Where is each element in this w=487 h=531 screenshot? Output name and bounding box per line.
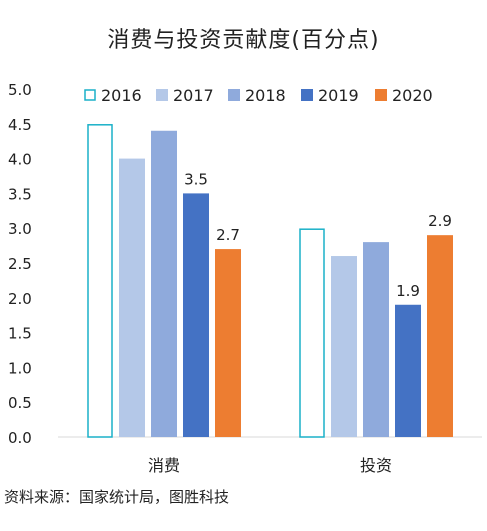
bar-2019-1 <box>395 304 421 437</box>
y-tick-label: 3.0 <box>8 220 32 238</box>
category-label: 消费 <box>148 456 180 475</box>
bar-2019-0 <box>183 193 209 437</box>
bar-2020-0 <box>215 249 241 437</box>
y-tick-label: 1.5 <box>8 325 32 343</box>
data-label: 3.5 <box>184 170 208 188</box>
data-label: 2.9 <box>428 212 452 230</box>
y-tick-label: 2.5 <box>8 255 32 273</box>
legend-label: 2018 <box>245 86 286 105</box>
legend-swatch <box>84 89 96 101</box>
legend-label: 2017 <box>173 86 214 105</box>
y-tick-label: 3.5 <box>8 185 32 203</box>
y-tick-label: 2.0 <box>8 290 32 308</box>
y-tick-label: 4.5 <box>8 116 32 134</box>
legend-swatch <box>375 89 387 101</box>
legend-label: 2020 <box>392 86 433 105</box>
bar-2017-0 <box>119 158 145 437</box>
source-note: 资料来源：国家统计局，图胜科技 <box>4 488 230 506</box>
legend-swatch <box>156 89 168 101</box>
y-tick-label: 1.0 <box>8 359 32 377</box>
y-tick-label: 5.0 <box>8 81 32 99</box>
data-label: 2.7 <box>216 226 240 244</box>
bars <box>87 124 453 438</box>
y-tick-label: 0.0 <box>8 429 32 447</box>
legend-label: 2019 <box>318 86 359 105</box>
bar-2016-1 <box>299 228 325 438</box>
x-axis: 消费 投资 <box>58 436 482 475</box>
data-label: 1.9 <box>396 282 420 300</box>
data-labels: 3.5 2.7 1.9 2.9 <box>184 170 452 299</box>
legend-label: 2016 <box>101 86 142 105</box>
bar-2017-1 <box>331 256 357 437</box>
bar-2016-0 <box>87 124 113 438</box>
bar-2018-1 <box>363 242 389 437</box>
y-tick-label: 0.5 <box>8 394 32 412</box>
chart-title: 消费与投资贡献度(百分点) <box>107 28 380 53</box>
y-tick-label: 4.0 <box>8 151 32 169</box>
bar-2020-1 <box>427 235 453 437</box>
legend-swatch <box>301 89 313 101</box>
bar-2018-0 <box>151 130 177 437</box>
legend: 2016 2017 2018 2019 2020 <box>84 86 433 105</box>
y-axis: 0.0 0.5 1.0 1.5 2.0 2.5 3.0 3.5 4.0 4.5 5.0 <box>8 81 32 447</box>
category-label: 投资 <box>360 456 392 475</box>
legend-swatch <box>228 89 240 101</box>
